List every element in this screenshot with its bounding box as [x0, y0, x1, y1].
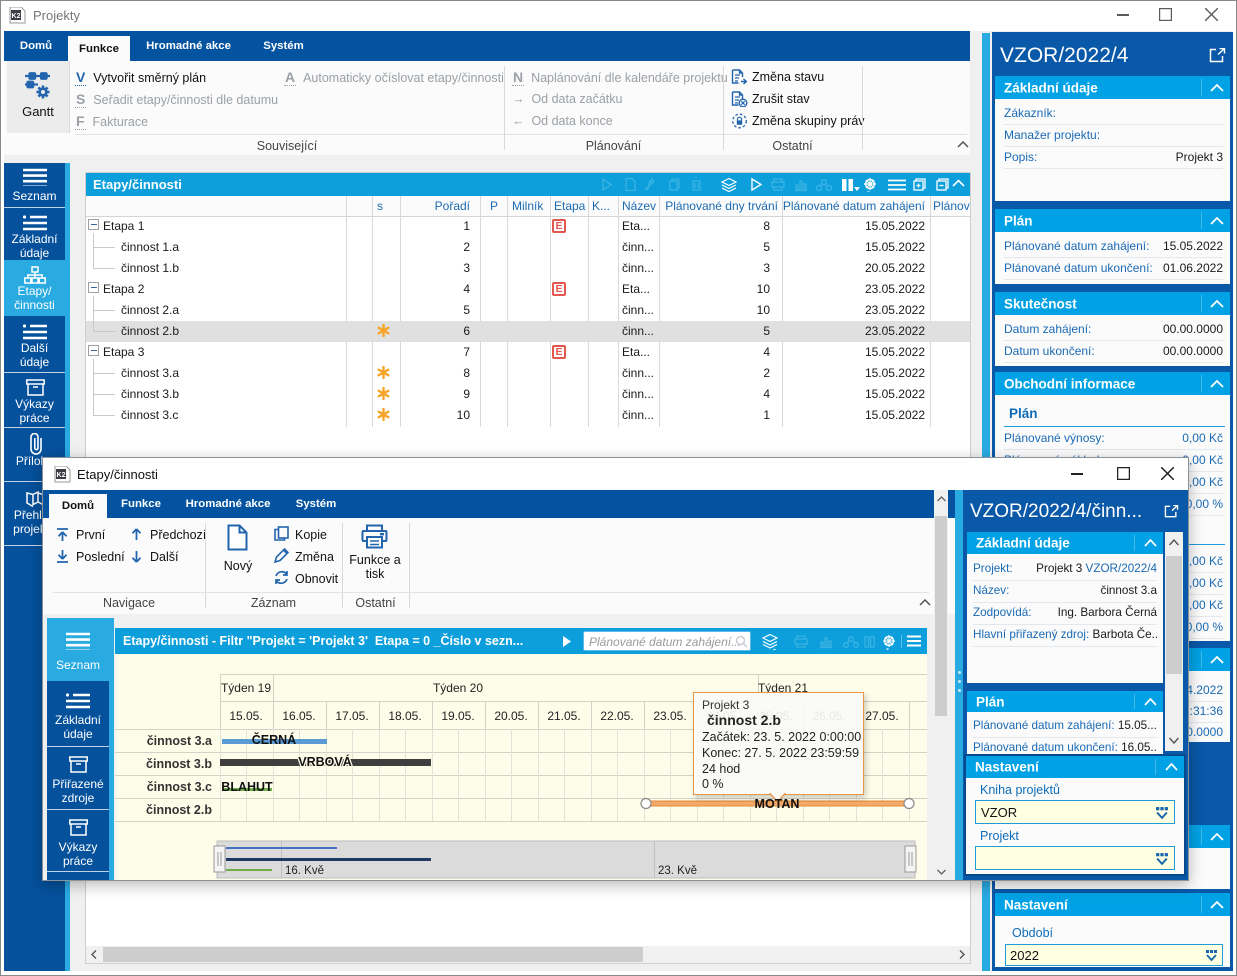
svg-text:činnost 3.b: činnost 3.b	[146, 757, 212, 771]
svg-text:20.05.: 20.05.	[494, 709, 527, 723]
svg-text:27.05.: 27.05.	[865, 709, 898, 723]
svg-text:19.05.: 19.05.	[441, 709, 474, 723]
svg-text:K2: K2	[57, 472, 66, 479]
svg-text:16.05.: 16.05.	[282, 709, 315, 723]
svg-text:17.05.: 17.05.	[335, 709, 368, 723]
svg-text:BLAHUT: BLAHUT	[221, 780, 273, 794]
svg-text:činnost 3.c: činnost 3.c	[147, 780, 212, 794]
svg-text:18.05.: 18.05.	[388, 709, 421, 723]
svg-text:21.05.: 21.05.	[547, 709, 580, 723]
svg-text:K2: K2	[12, 13, 21, 20]
svg-text:15.05.: 15.05.	[229, 709, 262, 723]
svg-text:VRBOVÁ: VRBOVÁ	[298, 754, 351, 769]
svg-text:23. Kvě: 23. Kvě	[658, 865, 697, 877]
svg-text:Týden 20: Týden 20	[433, 681, 483, 695]
svg-text:22.05.: 22.05.	[600, 709, 633, 723]
svg-text:Týden 21: Týden 21	[758, 681, 808, 695]
svg-text:činnost 2.b: činnost 2.b	[146, 803, 212, 817]
svg-text:16. Kvě: 16. Kvě	[285, 865, 324, 877]
svg-text:Týden 19: Týden 19	[221, 681, 271, 695]
svg-text:činnost 3.a: činnost 3.a	[147, 734, 213, 748]
svg-text:23.05.: 23.05.	[653, 709, 686, 723]
svg-text:ČERNÁ: ČERNÁ	[252, 732, 296, 747]
